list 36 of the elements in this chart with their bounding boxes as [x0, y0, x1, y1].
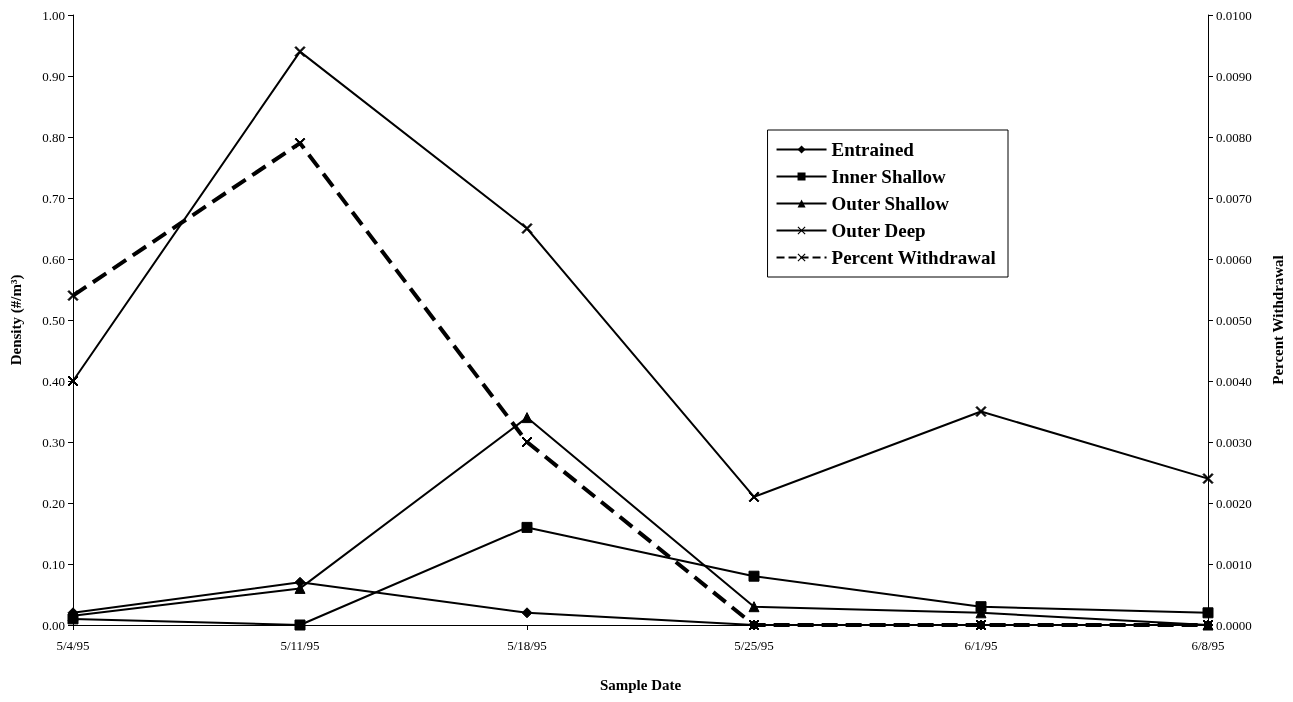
y2-tick-label: 0.0040 [1216, 373, 1252, 389]
legend-label: Outer Shallow [831, 193, 950, 214]
x-tick-label: 5/25/95 [734, 638, 774, 653]
y2-tick-label: 0.0000 [1216, 617, 1252, 633]
y-tick-label: 0.10 [42, 556, 65, 572]
y-tick-label: 1.00 [42, 7, 65, 23]
y2-axis-title: Percent Withdrawal [1269, 255, 1286, 385]
legend-label: Inner Shallow [831, 166, 947, 187]
y-tick-label: 0.80 [42, 129, 65, 145]
y2-tick-label: 0.0030 [1216, 434, 1252, 450]
y-tick-label: 0.00 [42, 617, 65, 633]
x-tick-label: 5/18/95 [507, 638, 547, 653]
y-tick-label: 0.50 [42, 312, 65, 328]
x-tick-label: 6/8/95 [1191, 638, 1225, 653]
y2-tick-label: 0.0050 [1216, 312, 1252, 328]
y-tick-label: 0.90 [42, 68, 65, 84]
legend-label: Outer Deep [831, 220, 926, 241]
y2-tick-label: 0.0060 [1216, 251, 1252, 267]
legend-label: Percent Withdrawal [831, 247, 996, 268]
y2-tick-label: 0.0100 [1216, 7, 1252, 23]
y2-tick-label: 0.0020 [1216, 495, 1252, 511]
legend-label: Entrained [831, 139, 915, 160]
y2-tick-label: 0.0080 [1216, 129, 1252, 145]
x-tick-label: 6/1/95 [964, 638, 998, 653]
y-tick-label: 0.30 [42, 434, 65, 450]
x-tick-label: 5/4/95 [56, 638, 90, 653]
y2-tick-label: 0.0010 [1216, 556, 1252, 572]
y2-tick-label: 0.0070 [1216, 190, 1252, 206]
y-tick-label: 0.40 [42, 373, 65, 389]
x-tick-label: 5/11/95 [280, 638, 320, 653]
y2-tick-label: 0.0090 [1216, 68, 1252, 84]
y-tick-label: 0.70 [42, 190, 65, 206]
x-axis-title: Sample Date [599, 676, 682, 693]
y-tick-label: 0.20 [42, 495, 65, 511]
y-axis-title: Density (#/m³) [7, 274, 25, 366]
y-tick-label: 0.60 [42, 251, 65, 267]
